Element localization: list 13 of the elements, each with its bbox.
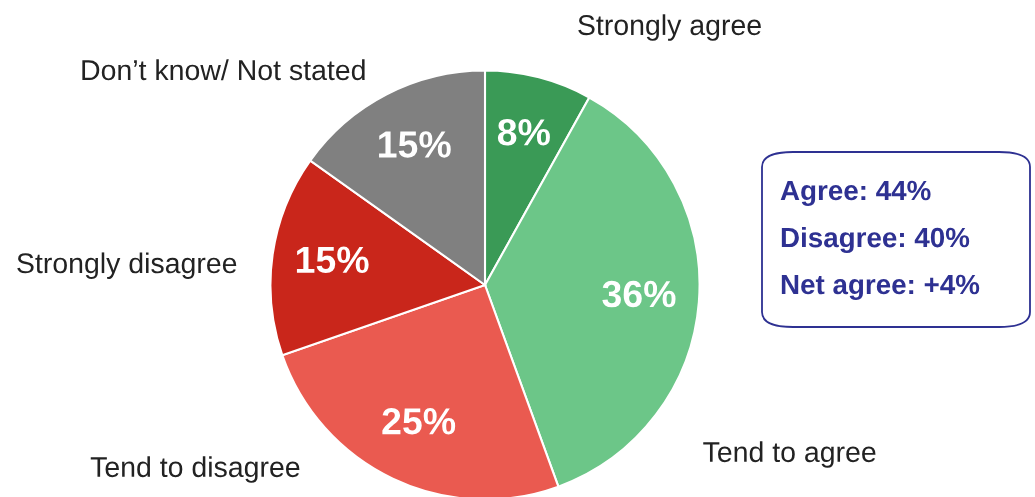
slice-label: Strongly disagree (17, 252, 237, 279)
data-label: 15% (296, 246, 369, 274)
data-label: 25% (382, 407, 456, 435)
slice-label: Tend to disagree (90, 456, 300, 483)
slice-label: Strongly agree (578, 14, 761, 41)
slice-label: Don’t know/ Not stated (82, 59, 365, 81)
text: Net agree: +4% (781, 274, 980, 300)
text: Disagree: 40% (781, 226, 970, 254)
data-label: 36% (602, 280, 676, 308)
text: Agree: 44% (780, 180, 931, 206)
data-label: 8% (497, 118, 550, 146)
slice-label: Tend to agree (703, 441, 876, 468)
data-label: 15% (379, 131, 451, 158)
